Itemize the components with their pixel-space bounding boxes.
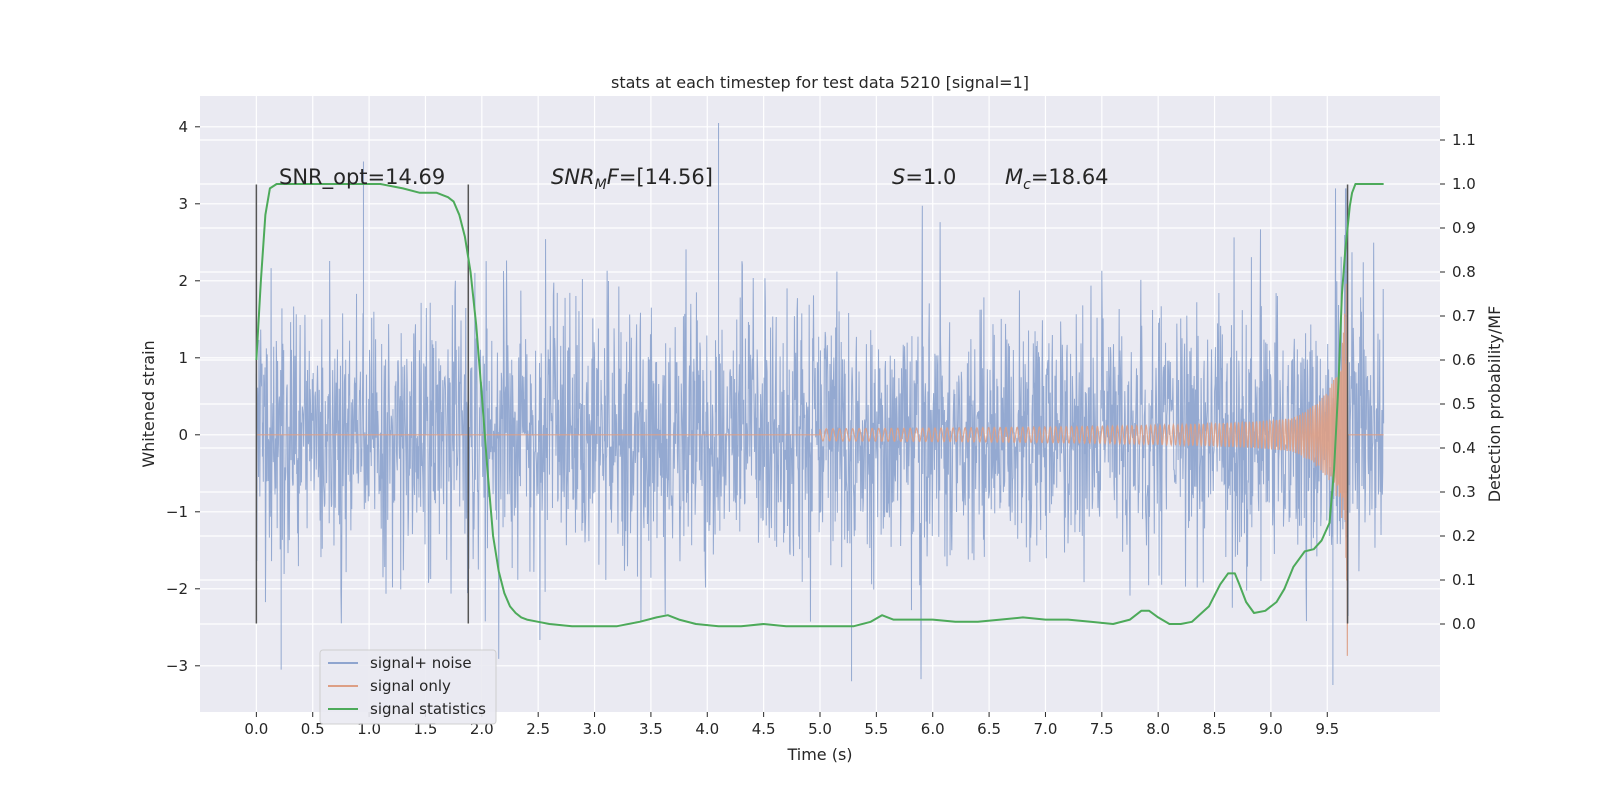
s-value: =1.0 — [905, 165, 956, 189]
y-left-tick-label: 2 — [178, 272, 188, 290]
mc-value: =18.64 — [1031, 165, 1109, 189]
x-tick-label: 0.5 — [301, 720, 325, 738]
x-tick-label: 2.5 — [526, 720, 550, 738]
x-tick-label: 4.0 — [695, 720, 719, 738]
x-tick-label: 6.5 — [977, 720, 1001, 738]
y-left-tick-label: 1 — [178, 349, 188, 367]
s-name: S — [892, 165, 905, 189]
legend-box — [319, 649, 497, 725]
y-right-tick-label: 0.1 — [1452, 571, 1476, 589]
x-tick-label: 6.0 — [921, 720, 945, 738]
y-right-tick-label: 0.4 — [1452, 439, 1476, 457]
x-tick-label: 0.0 — [244, 720, 268, 738]
x-axis-ticks: 0.0 0.5 1.0 1.5 2.0 2.5 3.0 3.5 4.0 4.5 5.0 5.5 6.0 6… — [244, 712, 1339, 738]
annotation-s: S=1.0 — [892, 165, 956, 189]
y-right-axis-ticks: 1.1 1.0 0.9 0.8 0.7 0.6 0.5 0.4 0.3 0.2 0.1 0.0 — [1440, 131, 1476, 633]
x-tick-label: 3.5 — [639, 720, 663, 738]
x-tick-label: 9.0 — [1259, 720, 1283, 738]
y-left-tick-label: −3 — [166, 657, 188, 675]
x-tick-label: 5.0 — [808, 720, 832, 738]
x-tick-label: 7.5 — [1090, 720, 1114, 738]
y-left-tick-label: 3 — [178, 195, 188, 213]
legend: signal+ noise signal only signal statist… — [319, 649, 497, 725]
x-tick-label: 7.0 — [1034, 720, 1058, 738]
signal-statistics-line — [255, 183, 1384, 628]
annotation-snr-opt: SNR_opt=14.69 — [279, 165, 445, 190]
legend-label-signal-noise: signal+ noise — [370, 654, 472, 672]
mc-sub: c — [1023, 177, 1031, 193]
legend-label-signal-only: signal only — [370, 677, 451, 695]
y-right-tick-label: 0.8 — [1452, 263, 1476, 281]
y-right-axis-label: Detection probability/MF — [1485, 306, 1504, 503]
y-left-tick-label: 4 — [178, 118, 188, 136]
y-right-tick-label: 0.5 — [1452, 395, 1476, 413]
snr-mf-name2: F — [607, 165, 620, 189]
y-right-tick-label: 0.6 — [1452, 351, 1476, 369]
y-right-tick-label: 0.3 — [1452, 483, 1476, 501]
x-tick-label: 5.5 — [864, 720, 888, 738]
x-tick-label: 8.0 — [1146, 720, 1170, 738]
y-right-tick-label: 0.0 — [1452, 615, 1476, 633]
y-left-tick-label: −2 — [166, 580, 188, 598]
x-tick-label: 4.5 — [752, 720, 776, 738]
snr-mf-name: SNR — [551, 165, 595, 189]
x-tick-label: 8.5 — [1203, 720, 1227, 738]
x-tick-label: 9.5 — [1315, 720, 1339, 738]
y-right-tick-label: 0.2 — [1452, 527, 1476, 545]
chart-title: stats at each timestep for test data 521… — [611, 73, 1029, 92]
y-right-tick-label: 1.0 — [1452, 175, 1476, 193]
signal-only-line — [256, 283, 1384, 656]
y-left-tick-label: 0 — [178, 426, 188, 444]
series-signal-statistics — [255, 183, 1384, 628]
series-signal-only — [256, 283, 1384, 656]
annotation-mc: Mc=18.64 — [1005, 165, 1109, 193]
y-left-tick-label: −1 — [166, 503, 188, 521]
x-axis-label: Time (s) — [786, 745, 852, 764]
y-left-axis-ticks: 4 3 2 1 0 −1 −2 −3 — [166, 118, 200, 675]
y-left-axis-label: Whitened strain — [139, 340, 158, 467]
series-signal-noise — [255, 122, 1385, 686]
snr-mf-sub: M — [595, 177, 607, 193]
x-tick-label: 3.0 — [583, 720, 607, 738]
y-right-tick-label: 0.9 — [1452, 219, 1476, 237]
y-right-tick-label: 1.1 — [1452, 131, 1476, 149]
signal-noise-line — [255, 122, 1385, 686]
snr-mf-value: =[14.56] — [619, 165, 713, 189]
annotation-snr-mf: SNRMF=[14.56] — [551, 165, 713, 193]
mc-name: M — [1005, 165, 1023, 189]
y-right-tick-label: 0.7 — [1452, 307, 1476, 325]
legend-label-signal-statistics: signal statistics — [370, 700, 486, 718]
